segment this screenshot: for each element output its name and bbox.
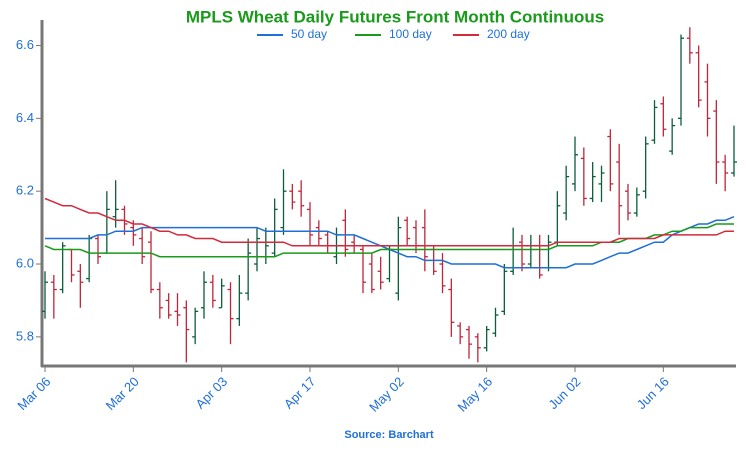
legend-label: 100 day (389, 27, 432, 41)
moving-average-line (44, 197, 734, 247)
y-tick-label: 6.4 (16, 110, 34, 125)
legend-label: 50 day (291, 27, 327, 41)
x-tick-label: Jun 02 (545, 374, 583, 412)
x-tick-label: May 02 (366, 374, 407, 415)
x-tick-label: Mar 20 (103, 374, 142, 413)
y-tick-label: 6.2 (16, 183, 34, 198)
x-tick-label: May 16 (454, 374, 495, 415)
x-tick-label: Mar 06 (14, 374, 53, 413)
source: Source: Barchart (344, 429, 434, 441)
moving-average-line (44, 223, 734, 258)
y-tick-label: 5.8 (16, 328, 34, 343)
chart-title: MPLS Wheat Daily Futures Front Month Con… (186, 7, 604, 26)
x-tick-label: Apr 17 (281, 374, 319, 412)
x-tick-label: Jun 16 (634, 374, 672, 412)
x-tick-label: Apr 03 (193, 374, 231, 412)
y-tick-label: 6.6 (16, 37, 34, 52)
legend-label: 200 day (487, 27, 530, 41)
y-tick-label: 6.0 (16, 255, 34, 270)
